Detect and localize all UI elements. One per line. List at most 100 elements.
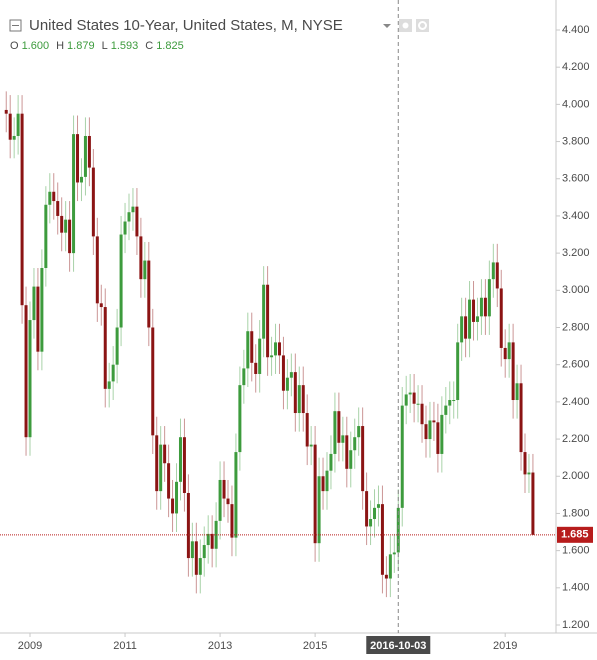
- candle-body: [56, 201, 60, 216]
- candle-body: [428, 420, 432, 440]
- candle-body: [432, 420, 436, 423]
- candle-body: [416, 403, 420, 405]
- ohlc-value: 1.593: [111, 40, 139, 52]
- candle-body: [182, 437, 186, 493]
- settings-icon-gear: [418, 21, 427, 30]
- candle-body: [404, 394, 408, 406]
- x-tick-label: 2019: [493, 640, 517, 652]
- candle-body: [321, 476, 325, 492]
- candle-body: [349, 450, 353, 469]
- candle-body: [456, 342, 460, 401]
- y-tick-label: 1.800: [562, 507, 590, 519]
- candle-body: [194, 541, 198, 575]
- y-tick-label: 2.200: [562, 433, 590, 445]
- candle-body: [353, 437, 357, 451]
- y-tick-label: 1.200: [562, 619, 590, 631]
- candle-body: [297, 385, 301, 414]
- y-tick-label: 3.200: [562, 247, 590, 259]
- plot: [4, 0, 535, 633]
- candle-body: [483, 297, 487, 317]
- candle-body: [28, 320, 32, 438]
- candle-body: [36, 286, 40, 352]
- candle-body: [305, 413, 309, 447]
- candle-body: [103, 307, 107, 389]
- candle-body: [293, 372, 297, 414]
- x-tick-label: 2016-10-03: [370, 640, 426, 652]
- candle-body: [147, 260, 151, 328]
- ohlc-header: O 1.600 H 1.879 L 1.593 C 1.825: [10, 40, 184, 52]
- candle-body: [52, 191, 56, 202]
- y-tick-label: 1.600: [562, 545, 590, 557]
- candle-body: [246, 331, 250, 369]
- collapse-icon[interactable]: [9, 19, 22, 32]
- candle-body: [388, 554, 392, 579]
- ohlc-key: L: [102, 40, 108, 52]
- ohlc-value: 1.600: [22, 40, 50, 52]
- y-tick-label: 2.400: [562, 396, 590, 408]
- candle-body: [167, 463, 171, 499]
- candle-body: [369, 519, 373, 527]
- candle-body: [329, 453, 333, 471]
- candle-body: [226, 498, 230, 505]
- eye-icon-dot: [402, 22, 409, 29]
- ohlc-key: H: [56, 40, 64, 52]
- candle-body: [440, 414, 444, 454]
- y-tick-label: 2.800: [562, 321, 590, 333]
- candle-body: [281, 355, 285, 391]
- candle-body: [420, 403, 424, 425]
- candle-body: [95, 236, 99, 304]
- candle-body: [487, 279, 491, 317]
- candle-body: [44, 204, 48, 268]
- candle-body: [171, 498, 175, 514]
- y-tick-label: 4.400: [562, 24, 590, 36]
- candle-body: [345, 435, 349, 469]
- candle-body: [12, 135, 16, 140]
- candle-body: [79, 176, 83, 183]
- candle-body: [131, 206, 135, 213]
- candle-body: [317, 476, 321, 544]
- title-dropdown[interactable]: [383, 24, 391, 28]
- candle-body: [436, 422, 440, 454]
- candle-body: [452, 400, 456, 402]
- candle-body: [444, 405, 448, 415]
- y-tick-label: 4.000: [562, 98, 590, 110]
- ohlc-key: C: [145, 40, 153, 52]
- candle-body: [151, 327, 155, 436]
- candle-body: [32, 286, 36, 321]
- candle-body: [464, 316, 468, 339]
- ohlc-key: O: [10, 40, 19, 52]
- settings-icon[interactable]: [416, 19, 429, 32]
- candle-body: [139, 236, 143, 280]
- candle-body: [361, 426, 365, 492]
- x-tick-label: 2015: [303, 640, 327, 652]
- candle-body: [475, 316, 479, 322]
- candle-body: [400, 405, 404, 508]
- candle-body: [262, 284, 266, 339]
- candle-body: [460, 316, 464, 343]
- candle-body: [83, 135, 87, 177]
- candle-body: [313, 444, 317, 544]
- candle-body: [472, 299, 476, 322]
- candle-body: [412, 392, 416, 404]
- candle-body: [527, 472, 531, 475]
- candle-body: [277, 342, 281, 356]
- y-tick-label: 3.600: [562, 173, 590, 185]
- candle-body: [341, 435, 345, 443]
- y-tick-label: 3.000: [562, 284, 590, 296]
- candle-body: [99, 303, 103, 308]
- candle-body: [357, 426, 361, 438]
- y-tick-label: 3.400: [562, 210, 590, 222]
- candle-body: [111, 364, 115, 382]
- y-tick-label: 3.800: [562, 135, 590, 147]
- candle-body: [337, 411, 341, 443]
- candle-body: [16, 113, 20, 136]
- ohlc-value: 1.879: [67, 40, 95, 52]
- candle-body: [301, 385, 305, 414]
- candle-body: [72, 134, 76, 254]
- candle-body: [479, 297, 483, 317]
- candle-body: [202, 545, 206, 559]
- candle-body: [376, 504, 380, 508]
- candle-body: [511, 342, 515, 401]
- candle-body: [60, 215, 64, 233]
- candle-body: [519, 383, 523, 453]
